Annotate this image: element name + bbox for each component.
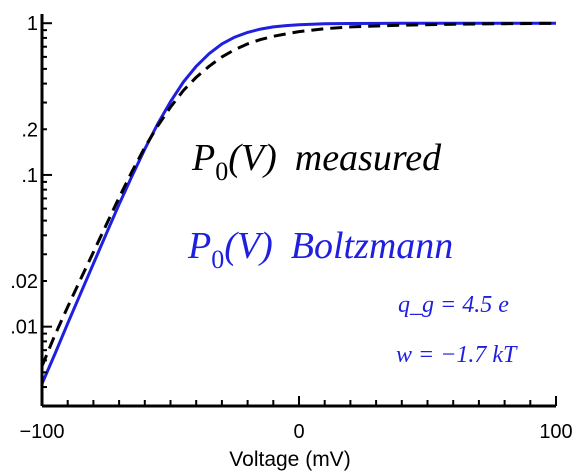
x-tick-label: −100: [19, 421, 64, 443]
annotation-gating-charge: q_g = 4.5 e: [398, 292, 509, 318]
series-line-boltzmann: [40, 21, 556, 385]
y-tick-label: .2: [21, 119, 38, 141]
x-tick-label: 0: [293, 421, 304, 443]
legend-boltzmann: P0(V) Boltzmann: [187, 225, 453, 274]
x-tick-label: 100: [539, 421, 572, 443]
y-tick-label: 1: [27, 13, 38, 35]
x-axis-title: Voltage (mV): [229, 448, 350, 471]
legend-measured: P0(V) measured: [191, 137, 442, 186]
legend-boltzmann-label: P0(V) Boltzmann: [187, 225, 453, 274]
y-tick-label: .1: [21, 165, 38, 187]
series-line-measured: [40, 21, 557, 367]
annotation-work: w = −1.7 kT: [396, 342, 518, 368]
y-tick-label: .02: [10, 271, 38, 293]
axes-layer: −100 0 100 .01 .02 .1 .2 1: [10, 13, 573, 443]
series-layer: [40, 21, 557, 385]
y-tick-label: .01: [10, 317, 38, 339]
legend-measured-label: P0(V) measured: [191, 137, 442, 186]
